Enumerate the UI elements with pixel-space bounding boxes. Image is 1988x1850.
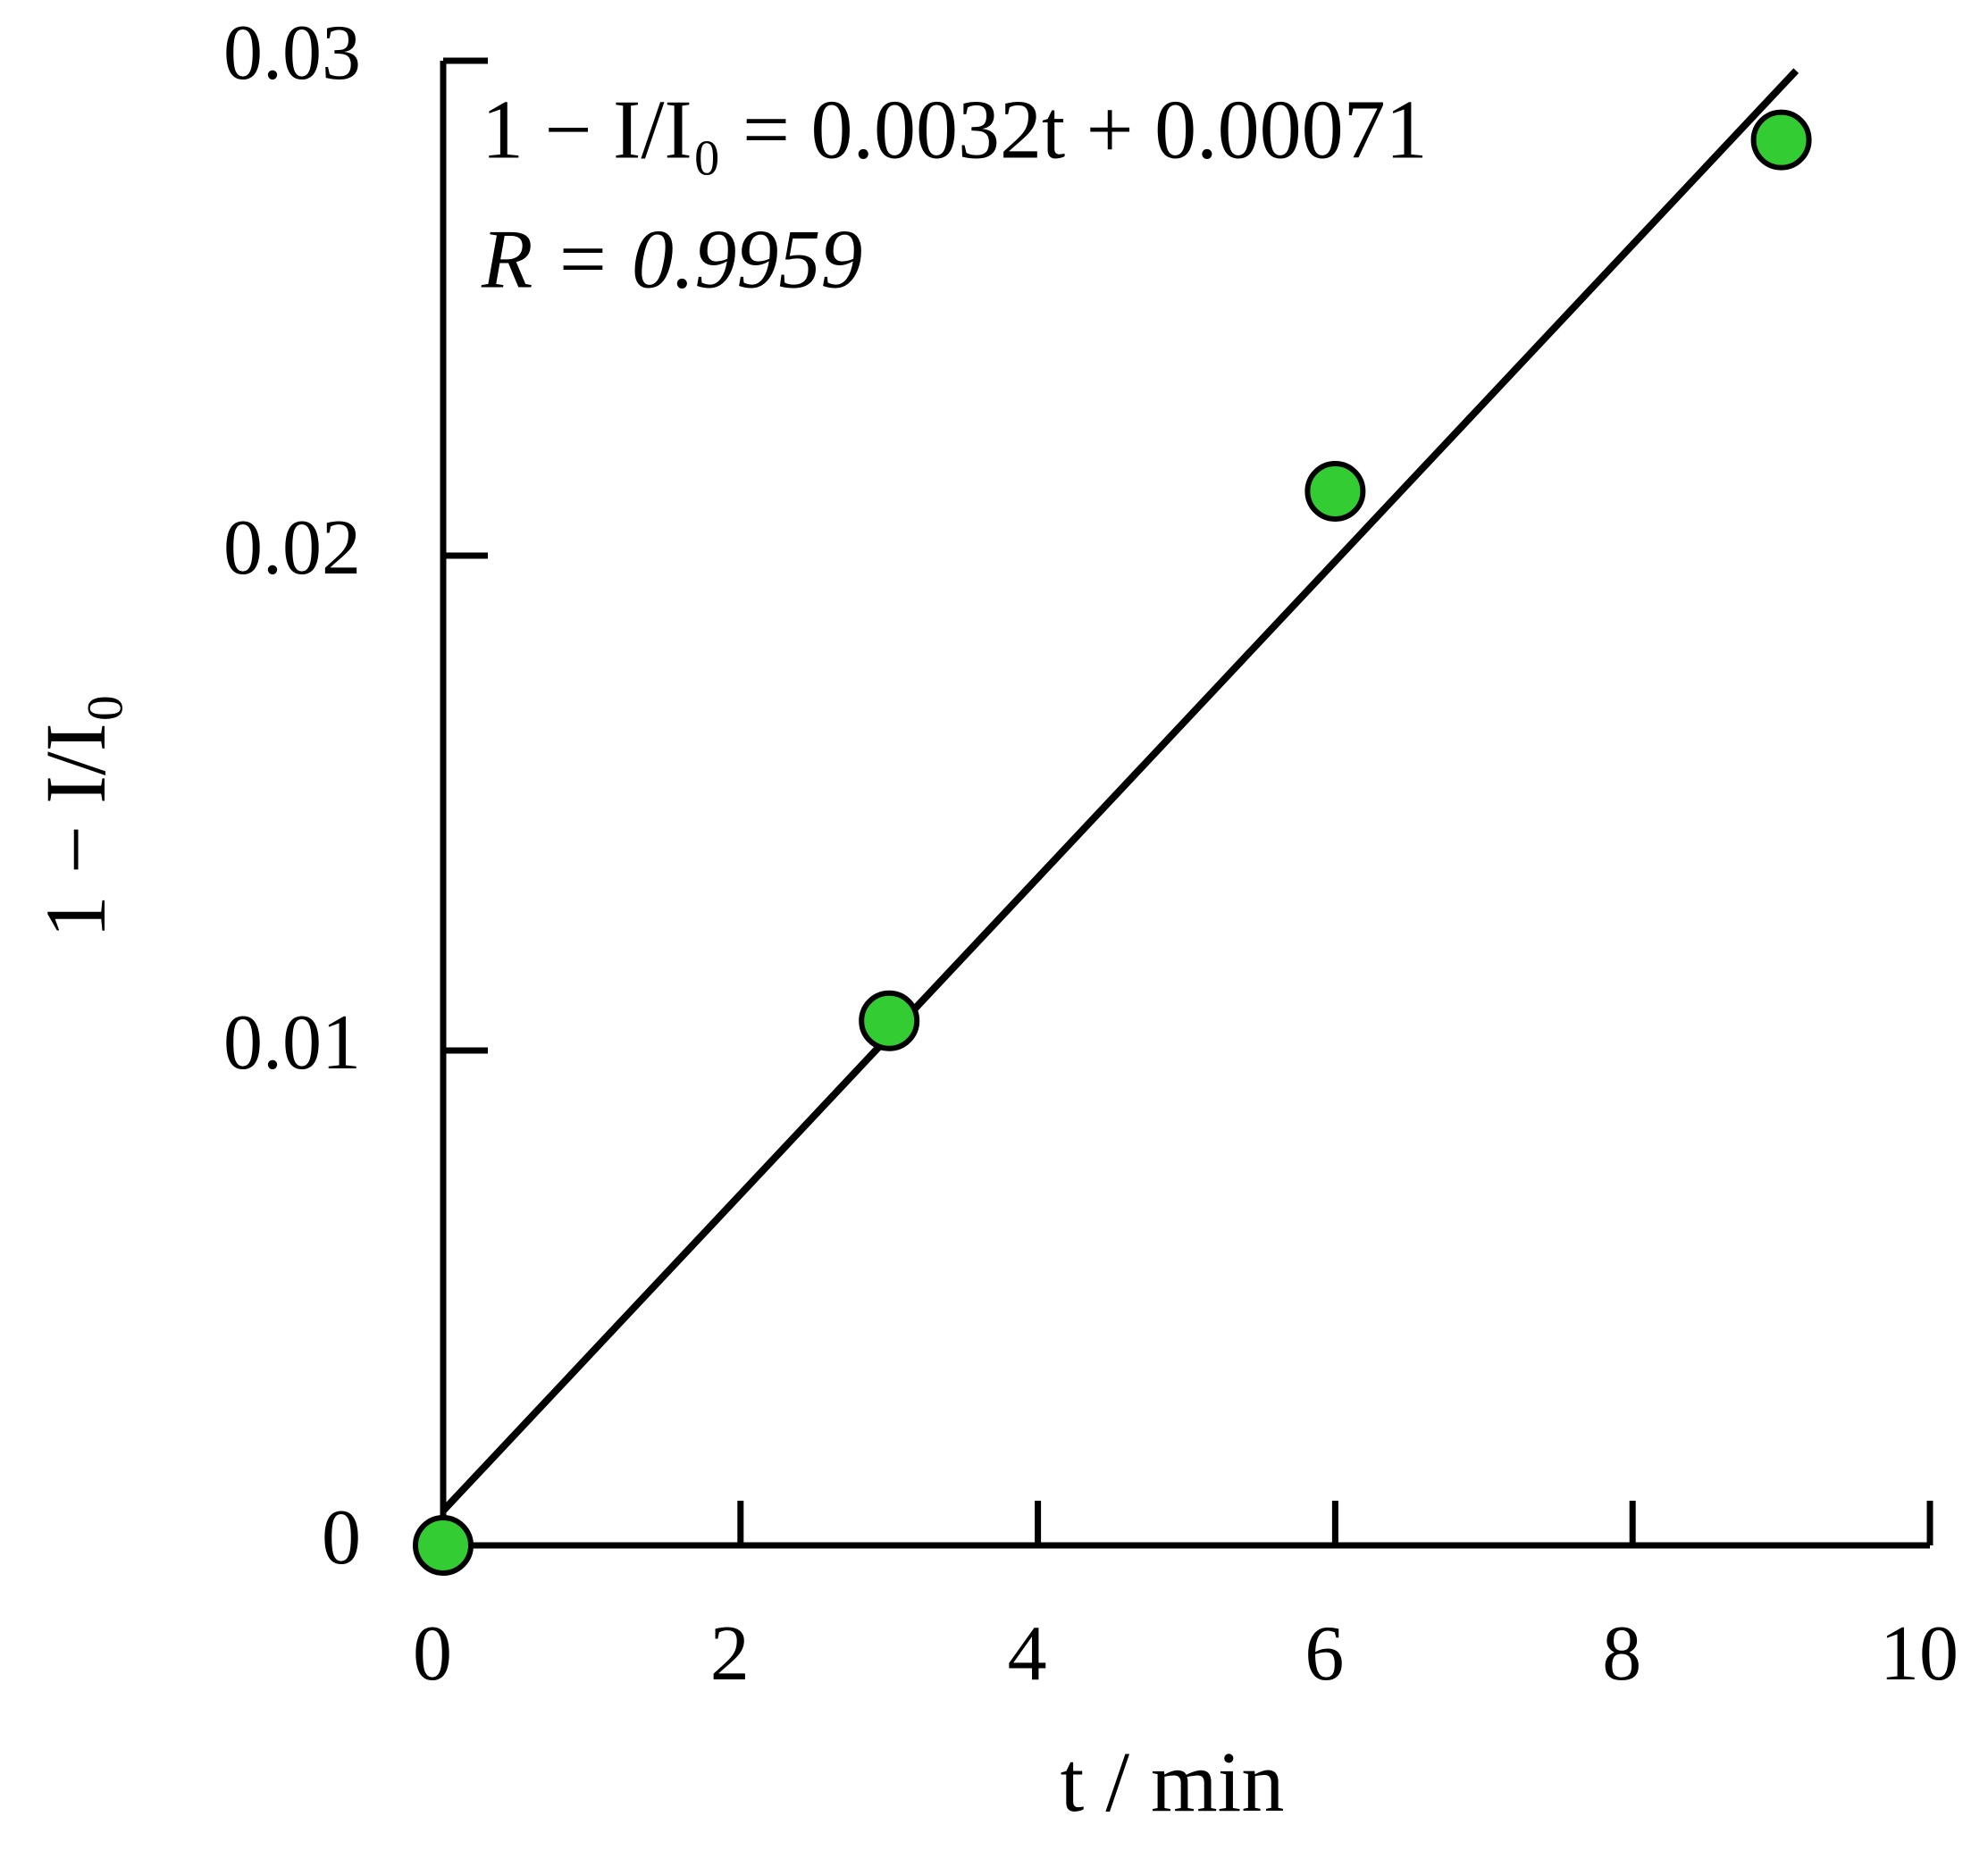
r-value: R = 0.9959 bbox=[481, 213, 862, 306]
y-tick-label: 0 bbox=[322, 1494, 361, 1581]
data-point bbox=[413, 1515, 474, 1576]
equation: 1 − I/I₀ = 0.0032t + 0.00071 bbox=[482, 84, 1428, 177]
y-tick-label: 0.02 bbox=[223, 505, 361, 591]
data-point bbox=[1750, 109, 1812, 171]
x-tick-label: 6 bbox=[1304, 1611, 1344, 1697]
data-point bbox=[859, 990, 920, 1051]
fit-line bbox=[440, 68, 1799, 1513]
y-tick-label: 0.03 bbox=[223, 10, 361, 96]
data-point bbox=[1304, 460, 1366, 522]
x-tick-label: 8 bbox=[1602, 1611, 1641, 1697]
x-axis-label: t / min bbox=[1061, 1734, 1285, 1829]
x-tick-label: 0 bbox=[413, 1611, 452, 1697]
x-tick-label: 10 bbox=[1880, 1611, 1959, 1697]
y-tick-label: 0.01 bbox=[223, 1000, 361, 1086]
x-tick-label: 4 bbox=[1008, 1611, 1047, 1697]
y-axis-label: 1 − I/I₀ bbox=[28, 693, 123, 938]
x-tick-label: 2 bbox=[710, 1611, 750, 1697]
